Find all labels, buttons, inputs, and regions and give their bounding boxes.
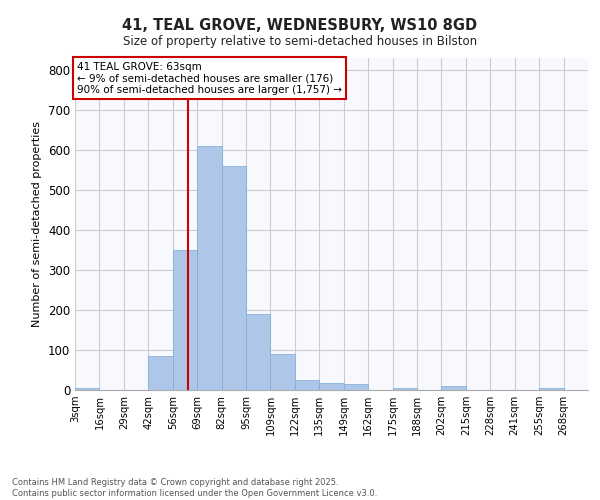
Text: 41 TEAL GROVE: 63sqm
← 9% of semi-detached houses are smaller (176)
90% of semi-: 41 TEAL GROVE: 63sqm ← 9% of semi-detach… [77,62,342,94]
Text: Size of property relative to semi-detached houses in Bilston: Size of property relative to semi-detach… [123,35,477,48]
Bar [319,383,344,390]
Bar [295,380,319,390]
Y-axis label: Number of semi-detached properties: Number of semi-detached properties [32,120,43,327]
Text: 41, TEAL GROVE, WEDNESBURY, WS10 8GD: 41, TEAL GROVE, WEDNESBURY, WS10 8GD [122,18,478,32]
Bar [539,388,563,390]
Bar [221,166,246,390]
Text: Contains HM Land Registry data © Crown copyright and database right 2025.
Contai: Contains HM Land Registry data © Crown c… [12,478,377,498]
Bar [246,314,271,390]
Bar [75,388,100,390]
Bar [344,384,368,390]
Bar [271,354,295,390]
Bar [197,146,221,390]
Bar [148,356,173,390]
Bar [442,386,466,390]
Bar [173,250,197,390]
Bar [392,388,417,390]
